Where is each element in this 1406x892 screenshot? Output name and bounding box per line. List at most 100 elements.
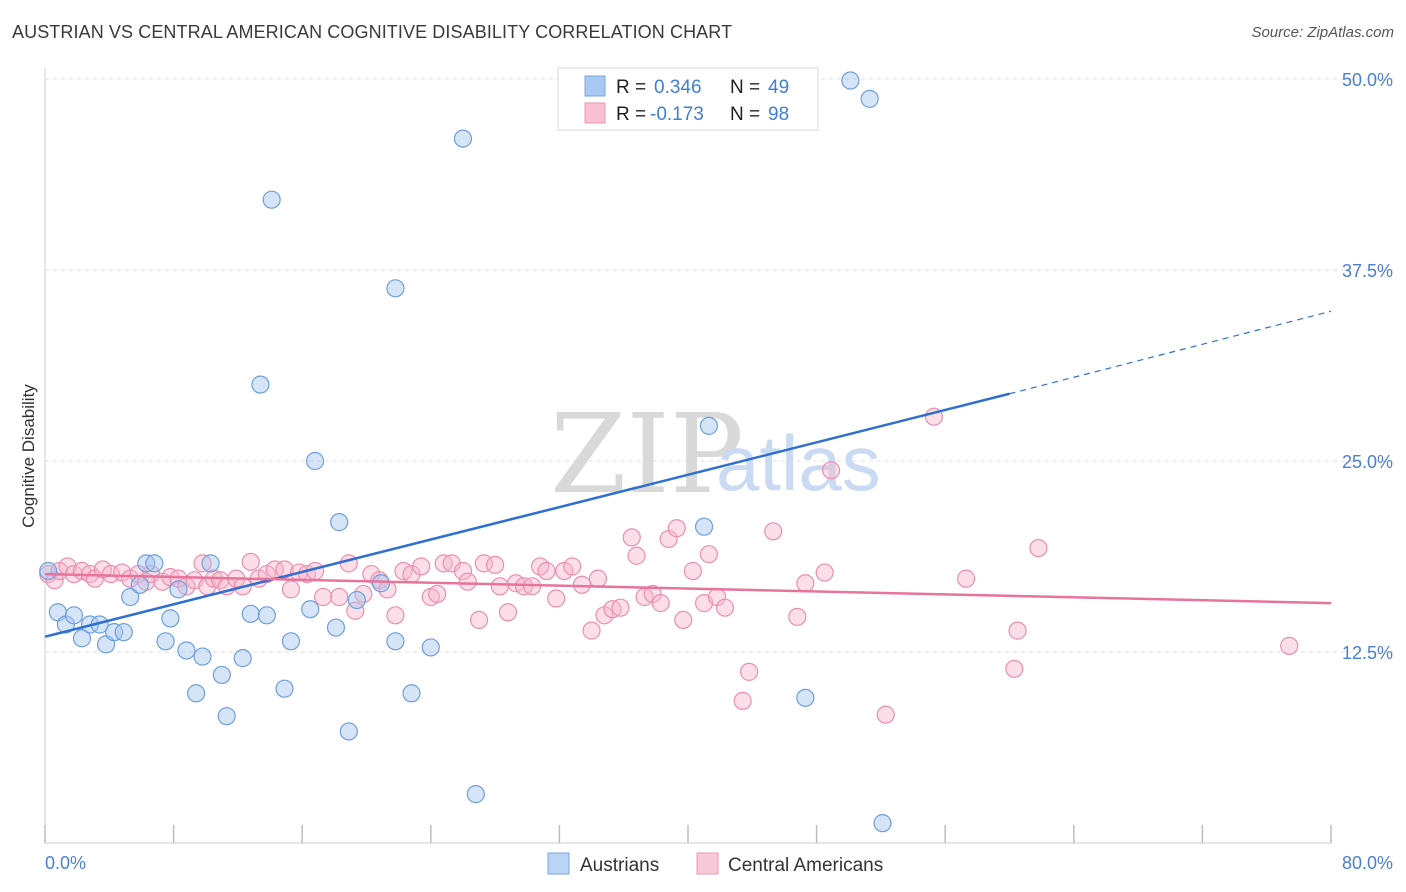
austrians-point [453, 129, 473, 148]
central-americans-point [699, 545, 718, 564]
central-americans-point [428, 584, 447, 604]
austrians-point [841, 71, 860, 90]
austrians-point [217, 707, 236, 726]
bottom-legend-label-central-americans: Central Americans [728, 855, 883, 876]
austrians-point [339, 722, 358, 741]
austrians-point [873, 814, 892, 833]
austrians-point [257, 606, 276, 625]
austrians-point [275, 679, 294, 698]
central-americans-point [622, 528, 641, 547]
legend-swatch-austrians [584, 75, 606, 97]
austrians-point [105, 623, 124, 642]
legend-box: R = 0.346 N = 49 R = -0.173 N = 98 [557, 67, 819, 131]
central-americans-point [453, 561, 473, 581]
legend-r-label-central-americans: R = [616, 104, 646, 125]
central-americans-point [821, 461, 841, 480]
central-americans-point [563, 557, 582, 576]
central-americans-point [733, 691, 752, 710]
central-americans-point [547, 589, 566, 608]
austrians-point [281, 632, 301, 651]
austrians-point [145, 554, 164, 573]
central-americans-point [537, 561, 556, 581]
legend-r-value-austrians: 0.346 [654, 77, 702, 98]
central-americans-point [1005, 659, 1024, 678]
austrians-point [233, 649, 252, 668]
central-americans-point [241, 552, 260, 571]
austrians-point [466, 785, 485, 804]
austrians-point [330, 513, 349, 532]
central-americans-point [582, 621, 601, 640]
central-americans-point [739, 662, 759, 681]
y-tick-labels: 12.5% 25.0% 37.5% 50.0% [1342, 70, 1393, 663]
legend-swatch-central-americans [584, 102, 606, 124]
central-americans-point [674, 610, 693, 630]
bottom-legend: Austrians Central Americans [547, 852, 883, 876]
central-americans-point [651, 594, 670, 613]
austrians-point [371, 574, 391, 593]
x-tick-label-min: 0.0% [45, 853, 86, 873]
austrians-point [193, 647, 212, 666]
bottom-legend-swatch-central-americans [696, 852, 719, 875]
central-americans-point [796, 574, 815, 593]
y-axis-label: Cognitive Disability [19, 384, 38, 528]
austrians-point [301, 600, 320, 619]
austrians-point [251, 375, 270, 394]
y-tick-label: 12.5% [1342, 643, 1393, 663]
austrians-point [156, 632, 175, 651]
austrians-point [114, 623, 133, 642]
central-americans-point [313, 587, 333, 607]
bottom-legend-swatch-austrians [547, 852, 570, 875]
legend-n-label-austrians: N = [730, 77, 760, 98]
legend-n-value-austrians: 49 [768, 77, 789, 98]
austrians-points [39, 71, 892, 833]
central-americans-point [412, 557, 431, 576]
central-americans-point [683, 561, 702, 581]
austrians-point [386, 279, 405, 298]
central-americans-point [956, 569, 976, 588]
central-americans-point [275, 560, 294, 579]
central-americans-point [876, 705, 895, 724]
watermark: ZIP atlas [550, 390, 881, 518]
austrians-point [201, 554, 220, 573]
austrians-point [72, 629, 92, 648]
x-ticks [44, 825, 1332, 843]
y-tick-label: 25.0% [1342, 452, 1393, 472]
austrians-point [161, 609, 180, 628]
central-americans-point [45, 571, 64, 590]
austrians-point [386, 632, 405, 651]
central-americans-points [39, 407, 1299, 724]
y-tick-label: 50.0% [1342, 70, 1393, 90]
austrians-point [694, 517, 714, 536]
central-americans-point [1280, 636, 1299, 655]
austrians-point [699, 416, 718, 435]
austrians-point [402, 684, 421, 703]
central-americans-point [815, 563, 834, 582]
legend-r-label-austrians: R = [616, 77, 646, 98]
legend-n-label-central-americans: N = [730, 104, 760, 125]
austrians-trend-line [44, 392, 1010, 638]
central-americans-point [490, 577, 510, 596]
y-tick-label: 37.5% [1342, 261, 1393, 281]
austrians-point [241, 604, 260, 623]
central-americans-point [627, 546, 646, 565]
central-americans-point [1008, 621, 1027, 640]
austrians-point [262, 190, 281, 209]
legend-n-value-central-americans: 98 [768, 104, 789, 125]
austrians-trend-extension [1009, 310, 1332, 395]
central-americans-point [764, 522, 783, 541]
x-tick-label-max: 80.0% [1342, 853, 1393, 873]
legend-r-value-central-americans: -0.173 [650, 104, 704, 125]
source-credit: Source: ZipAtlas.com [1251, 24, 1394, 41]
central-americans-point [715, 598, 735, 617]
central-americans-point [330, 587, 349, 607]
austrians-point [305, 451, 325, 471]
trend-lines [44, 310, 1332, 638]
austrians-point [121, 587, 140, 607]
austrians-point [326, 618, 346, 637]
bottom-legend-label-austrians: Austrians [580, 855, 659, 876]
austrians-point [187, 684, 206, 703]
central-americans-point [572, 575, 592, 594]
central-americans-point [1029, 538, 1048, 558]
austrians-point [860, 89, 879, 108]
chart-title: AUSTRIAN VS CENTRAL AMERICAN COGNITIVE D… [12, 22, 733, 42]
